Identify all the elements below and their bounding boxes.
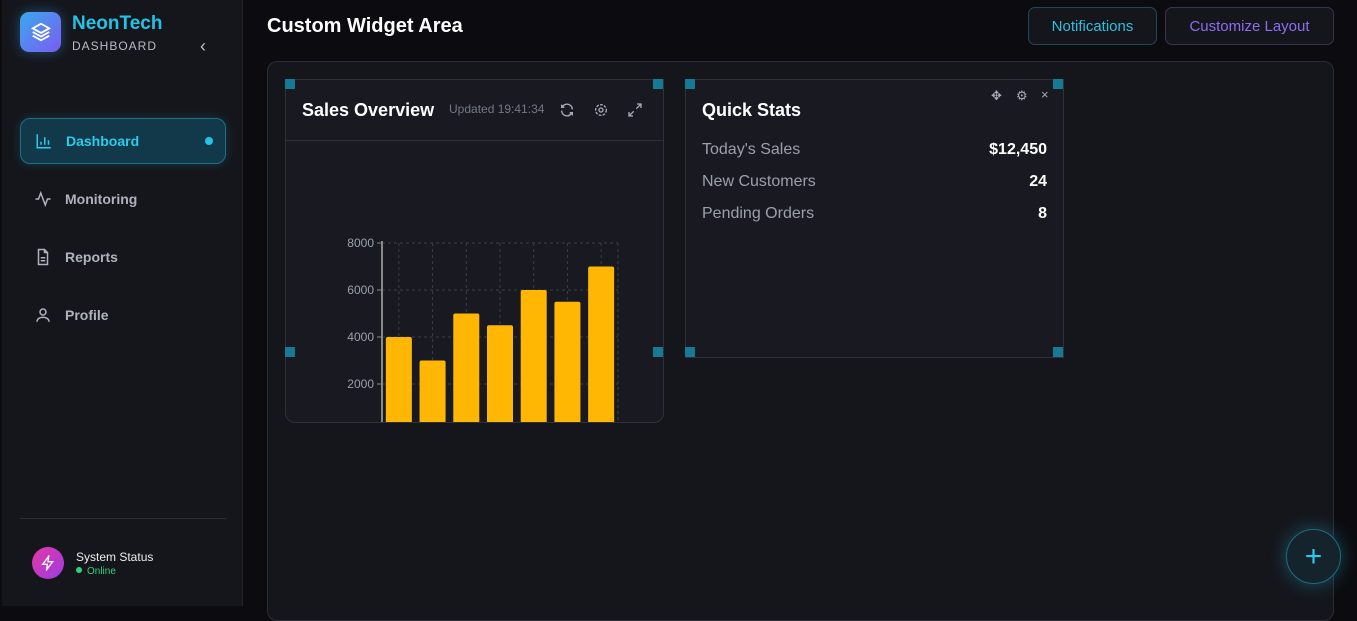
move-icon[interactable]: ✥ xyxy=(991,88,1002,103)
gear-icon[interactable]: ⚙ xyxy=(1016,88,1028,103)
bar-may xyxy=(520,290,547,422)
bar-jul xyxy=(588,266,615,422)
y-tick-label: 8000 xyxy=(347,236,374,250)
resize-handle[interactable] xyxy=(653,79,663,89)
stat-row: New Customers 24 xyxy=(702,173,1047,191)
bar-mar xyxy=(453,313,480,422)
resize-handle[interactable] xyxy=(1053,79,1063,89)
sidebar-item-label: Monitoring xyxy=(65,191,138,207)
y-tick-label: 4000 xyxy=(347,330,374,344)
quick-stats-widget: Quick Stats ✥ ⚙ × Today's Sales $12,450 N… xyxy=(685,79,1064,358)
divider xyxy=(286,140,663,141)
layers-logo-icon xyxy=(20,12,61,52)
stat-label: Pending Orders xyxy=(702,205,815,222)
divider xyxy=(20,518,226,519)
active-indicator xyxy=(205,137,213,145)
stat-value: $12,450 xyxy=(989,141,1047,158)
widget-title: Sales Overview xyxy=(302,100,435,120)
sidebar-item-profile[interactable]: Profile xyxy=(20,292,226,338)
stat-label: Today's Sales xyxy=(702,141,801,158)
close-icon[interactable]: × xyxy=(1041,87,1049,102)
add-widget-button[interactable]: + xyxy=(1286,529,1341,584)
system-status-title: System Status xyxy=(76,550,154,564)
stat-value: 24 xyxy=(1029,173,1047,190)
zap-icon xyxy=(32,547,64,579)
refresh-icon[interactable] xyxy=(559,102,575,118)
resize-handle[interactable] xyxy=(1053,347,1063,357)
notifications-button[interactable]: Notifications xyxy=(1028,7,1157,45)
sidebar-item-label: Dashboard xyxy=(66,133,140,149)
widget-title: Quick Stats xyxy=(702,100,802,120)
stat-value: 8 xyxy=(1038,205,1047,222)
stat-row: Pending Orders 8 xyxy=(702,205,1047,223)
collapse-sidebar-button[interactable]: ‹ xyxy=(200,36,206,56)
y-tick-label: 6000 xyxy=(347,283,374,297)
stat-label: New Customers xyxy=(702,173,816,190)
gear-icon[interactable] xyxy=(593,102,609,118)
customize-layout-button[interactable]: Customize Layout xyxy=(1165,7,1334,45)
file-text-icon xyxy=(37,248,49,266)
resize-handle[interactable] xyxy=(685,79,695,89)
system-status-state: Online xyxy=(76,566,116,577)
brand-name: NeonTech xyxy=(72,13,163,34)
brand-subtitle: DASHBOARD xyxy=(72,39,158,53)
sidebar-item-monitoring[interactable]: Monitoring xyxy=(20,176,226,222)
bar-apr xyxy=(487,325,513,422)
bar-jan xyxy=(385,337,412,422)
bar-chart-icon xyxy=(36,134,51,149)
sales-overview-widget: Sales Overview Updated 19:41:34 02000400… xyxy=(285,79,664,423)
sidebar-item-label: Reports xyxy=(65,249,118,265)
activity-icon xyxy=(35,190,51,208)
y-tick-label: 2000 xyxy=(347,377,374,391)
sidebar-item-label: Profile xyxy=(65,307,109,323)
page-title: Custom Widget Area xyxy=(267,15,463,37)
resize-handle[interactable] xyxy=(653,347,663,357)
resize-handle[interactable] xyxy=(685,347,695,357)
user-icon xyxy=(36,308,50,322)
sidebar-item-reports[interactable]: Reports xyxy=(20,234,226,280)
sidebar-item-dashboard[interactable]: Dashboard xyxy=(20,118,226,164)
sales-bar-chart: 02000400060008000JanFebMarAprMayJunJulva… xyxy=(347,236,619,422)
resize-handle[interactable] xyxy=(285,347,295,357)
resize-handle[interactable] xyxy=(285,79,295,89)
updated-time: Updated 19:41:34 xyxy=(449,102,545,116)
sidebar: NeonTech DASHBOARD ‹ Dashboard Monitorin… xyxy=(2,0,243,606)
bar-feb xyxy=(419,360,446,422)
bar-jun xyxy=(554,301,581,422)
expand-icon[interactable] xyxy=(627,102,643,118)
stat-row: Today's Sales $12,450 xyxy=(702,141,1047,159)
